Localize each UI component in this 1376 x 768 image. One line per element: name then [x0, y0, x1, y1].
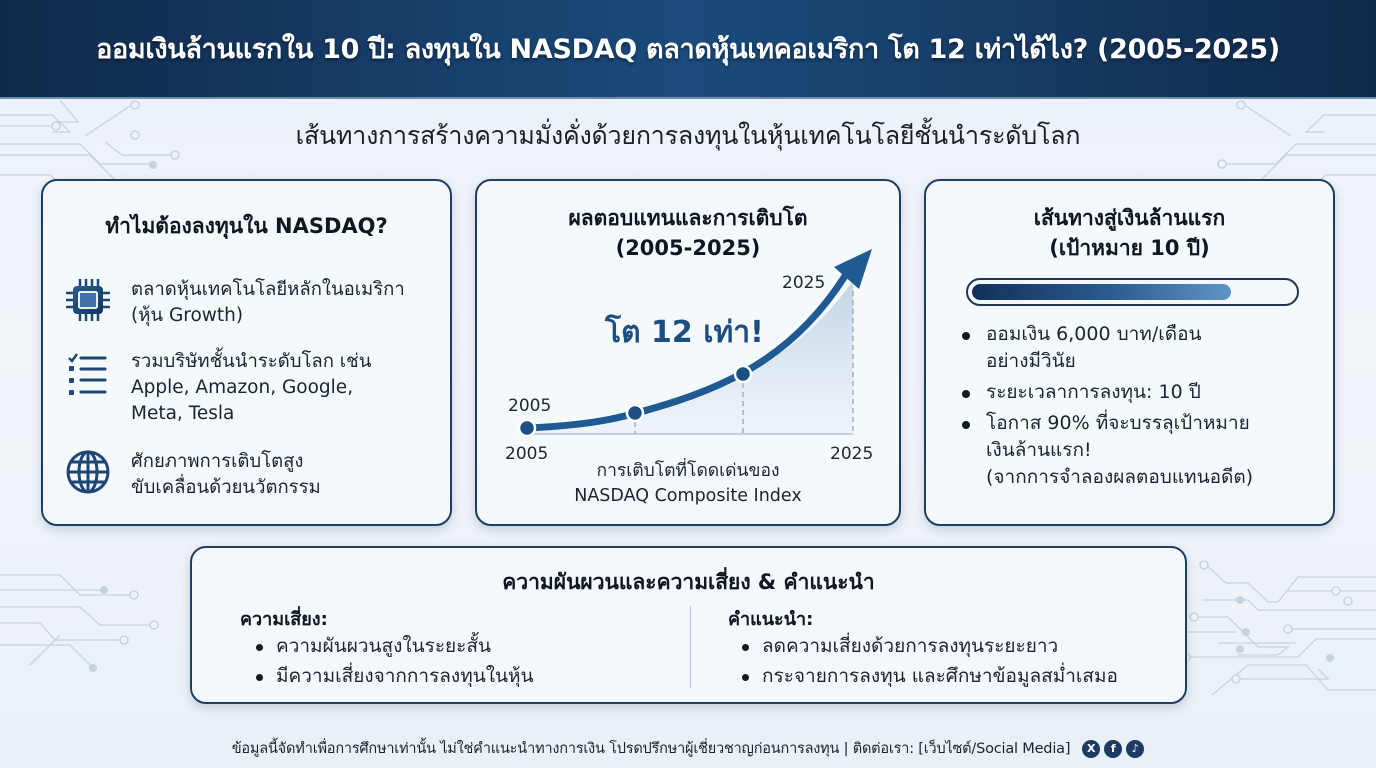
goal-progress-fill [972, 284, 1231, 300]
page-subtitle: เส้นทางการสร้างความมั่งคั่งด้วยการลงทุนใ… [295, 121, 1081, 150]
advice-item: กระจายการลงทุน และศึกษาข้อมูลสม่ำเสมอ [740, 661, 1118, 691]
why-item-2-line2: Apple, Amazon, Google, [131, 377, 354, 398]
header-banner: ออมเงินล้านแรกใน 10 ปี: ลงทุนใน NASDAQ ต… [0, 0, 1376, 99]
point-label-2005: 2005 [508, 396, 552, 416]
why-item-3-line1: ศักยภาพการเติบโตสูง [131, 451, 304, 472]
point-label-2025: 2025 [782, 273, 826, 293]
growth-title-line1: ผลตอบแทนและการเติบโต [568, 206, 808, 230]
goal-title-line1: เส้นทางสู่เงินล้านแรก [1033, 206, 1226, 230]
goal-progress-bar [966, 278, 1299, 306]
growth-line-chart [517, 249, 872, 438]
x-tick-2005: 2005 [505, 444, 549, 464]
risk-item: มีความเสี่ยงจากการลงทุนในหุ้น [254, 661, 534, 691]
chip-icon [66, 279, 110, 321]
growth-arrowhead [834, 249, 872, 289]
why-item-top-companies: รวมบริษัทชั้นนำระดับโลก เช่น Apple, Amaz… [65, 349, 371, 427]
why-nasdaq-title: ทำไมต้องลงทุนใน NASDAQ? [105, 214, 388, 238]
x-tick-2025: 2025 [830, 444, 874, 464]
why-item-1-line2: (หุ้น Growth) [131, 305, 244, 326]
advice-list: ลดความเสี่ยงด้วยการลงทุนระยะยาว กระจายกา… [740, 631, 1118, 691]
why-nasdaq-card: ทำไมต้องลงทุนใน NASDAQ? ตลาดหุ้นเทคโนโลย… [41, 179, 452, 526]
data-point-mid2 [733, 364, 753, 384]
facebook-icon[interactable]: f [1104, 739, 1123, 758]
risk-advice-title: ความผันผวนและความเสี่ยง & คำแนะนำ [502, 570, 875, 594]
data-point-2005 [517, 418, 537, 438]
social-links: X f ♪ [1078, 739, 1145, 758]
globe-icon [66, 450, 110, 494]
why-item-growth-potential: ศักยภาพการเติบโตสูง ขับเคลื่อนด้วยนวัตกร… [65, 449, 321, 501]
why-item-2-line3: Meta, Tesla [131, 403, 235, 424]
goal-bullet-duration: ระยะเวลาการลงทุน: 10 ปี [960, 379, 1253, 406]
risk-advice-card: ความผันผวนและความเสี่ยง & คำแนะนำ ความเส… [190, 546, 1187, 704]
why-item-3-line2: ขับเคลื่อนด้วยนวัตกรรม [131, 477, 321, 498]
circuit-decoration-bottom-left [0, 574, 159, 672]
why-item-tech-market: ตลาดหุ้นเทคโนโลยีหลักในอเมริกา (หุ้น Gro… [65, 277, 405, 329]
goal-bullet-list: ออมเงิน 6,000 บาท/เดือน อย่างมีวินัย ระย… [960, 321, 1253, 495]
chart-area-fill [527, 281, 853, 434]
growth-highlight: โต 12 เท่า! [605, 315, 764, 350]
goal-bullet-probability: โอกาส 90% ที่จะบรรลุเป้าหมาย เงินล้านแรก… [960, 410, 1253, 491]
risk-item: ความผันผวนสูงในระยะสั้น [254, 631, 534, 661]
tiktok-icon[interactable]: ♪ [1126, 739, 1145, 758]
circuit-decoration-bottom-right [1188, 560, 1376, 695]
goal-card: เส้นทางสู่เงินล้านแรก (เป้าหมาย 10 ปี) อ… [924, 179, 1335, 526]
column-divider [690, 606, 691, 688]
risks-heading: ความเสี่ยง: [240, 609, 328, 630]
goal-title-line2: (เป้าหมาย 10 ปี) [1049, 236, 1210, 260]
data-point-mid1 [625, 403, 645, 423]
why-item-2-line1: รวมบริษัทชั้นนำระดับโลก เช่น [131, 351, 372, 372]
advice-heading: คำแนะนำ: [728, 609, 814, 630]
risks-list: ความผันผวนสูงในระยะสั้น มีความเสี่ยงจากก… [254, 631, 534, 691]
chart-caption-line1: การเติบโตที่โดดเด่นของ [596, 461, 780, 481]
advice-item: ลดความเสี่ยงด้วยการลงทุนระยะยาว [740, 631, 1118, 661]
goal-bullet-saving: ออมเงิน 6,000 บาท/เดือน อย่างมีวินัย [960, 321, 1253, 375]
growth-title-line2: (2005-2025) [615, 236, 761, 260]
x-icon[interactable]: X [1082, 739, 1101, 758]
growth-chart-card: ผลตอบแทนและการเติบโต (2005-2025) 2005 20… [475, 179, 901, 526]
checklist-icon [68, 353, 107, 395]
footer: ข้อมูลนี้จัดทำเพื่อการศึกษาเท่านั้น ไม่ใ… [0, 737, 1376, 760]
page-title: ออมเงินล้านแรกใน 10 ปี: ลงทุนใน NASDAQ ต… [96, 34, 1280, 65]
chart-caption-line2: NASDAQ Composite Index [574, 486, 802, 506]
footer-disclaimer: ข้อมูลนี้จัดทำเพื่อการศึกษาเท่านั้น ไม่ใ… [231, 741, 1071, 757]
why-item-1-line1: ตลาดหุ้นเทคโนโลยีหลักในอเมริกา [131, 279, 405, 300]
